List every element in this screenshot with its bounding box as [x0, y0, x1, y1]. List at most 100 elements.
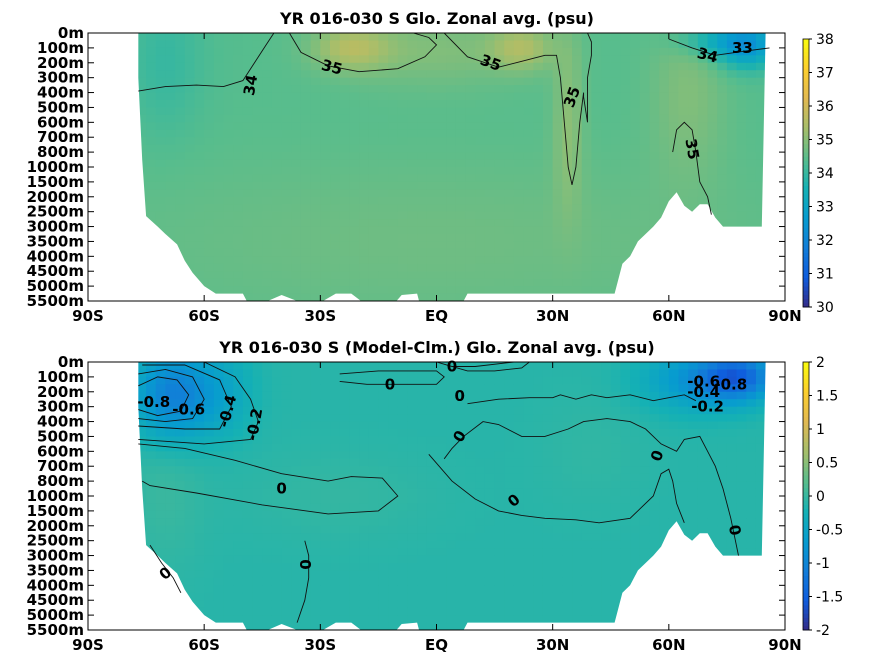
heat-cell — [620, 384, 631, 393]
heat-cell — [678, 159, 689, 168]
heat-cell — [523, 585, 534, 594]
heat-cell — [175, 219, 186, 228]
heat-cell — [300, 77, 312, 86]
heat-cell — [572, 585, 583, 594]
heat-cell — [242, 421, 254, 430]
heat-cell — [291, 62, 302, 71]
heat-cell — [136, 92, 147, 101]
heat-cell — [494, 40, 505, 49]
heat-cell — [407, 488, 418, 497]
heat-cell — [349, 286, 360, 295]
heat-cell — [281, 47, 292, 56]
heat-cell — [252, 429, 263, 438]
heat-cell — [426, 114, 438, 123]
heat-cell — [310, 510, 321, 519]
heat-cell — [620, 144, 631, 153]
heat-cell — [446, 62, 457, 71]
heat-cell — [281, 137, 292, 146]
heat-cell — [601, 510, 612, 519]
heat-cell — [359, 152, 370, 161]
heat-cell — [639, 122, 651, 131]
heat-cell — [417, 219, 428, 228]
heat-cell — [688, 85, 699, 94]
heat-cell — [146, 451, 157, 460]
heat-cell — [601, 159, 612, 168]
heat-cell — [146, 167, 157, 176]
heat-cell — [281, 144, 292, 153]
heat-cell — [707, 92, 718, 101]
heat-cell — [252, 548, 263, 557]
heat-cell — [359, 70, 370, 79]
heat-cell — [397, 286, 409, 295]
heat-cell — [601, 241, 612, 250]
heat-cell — [165, 466, 176, 475]
heat-cell — [475, 570, 486, 579]
heat-cell — [494, 286, 505, 295]
heat-cell — [726, 196, 738, 205]
heat-cell — [349, 369, 360, 378]
heat-cell — [378, 496, 389, 505]
heat-cell — [204, 263, 215, 272]
heat-cell — [620, 510, 631, 519]
colorbar-step — [803, 260, 809, 266]
heat-cell — [562, 219, 573, 228]
heat-cell — [165, 152, 176, 161]
heat-cell — [436, 144, 447, 153]
heat-cell — [475, 466, 486, 475]
heat-cell — [601, 114, 612, 123]
heat-cell — [407, 100, 418, 109]
heat-cell — [242, 196, 254, 205]
heat-cell — [175, 159, 186, 168]
heat-cell — [368, 100, 380, 109]
heat-cell — [242, 518, 254, 527]
heat-cell — [330, 137, 341, 146]
heat-cell — [310, 204, 321, 213]
heat-cell — [223, 263, 234, 272]
heat-cell — [165, 234, 176, 243]
heat-cell — [542, 226, 554, 235]
heat-cell — [368, 577, 380, 586]
heat-cell — [465, 211, 476, 220]
heat-cell — [668, 100, 680, 109]
heat-cell — [213, 362, 225, 371]
heat-cell — [426, 376, 438, 385]
heat-cell — [659, 369, 670, 378]
heat-cell — [184, 77, 196, 86]
heat-cell — [310, 488, 321, 497]
heat-cell — [484, 548, 496, 557]
heat-cell — [475, 577, 486, 586]
heat-cell — [407, 241, 418, 250]
heat-cell — [175, 196, 186, 205]
colorbar-step — [803, 210, 809, 216]
heat-cell — [146, 196, 157, 205]
heat-cell — [688, 129, 699, 138]
heat-cell — [213, 436, 225, 445]
heat-cell — [252, 563, 263, 572]
heat-cell — [736, 167, 747, 176]
heat-cell — [310, 369, 321, 378]
heat-cell — [484, 47, 496, 56]
heat-cell — [349, 256, 360, 265]
heat-cell — [446, 458, 457, 467]
heat-cell — [620, 107, 631, 116]
heat-cell — [620, 540, 631, 549]
heat-cell — [388, 362, 399, 371]
heat-cell — [349, 107, 360, 116]
heat-cell — [359, 369, 370, 378]
heat-cell — [213, 167, 225, 176]
heat-cell — [601, 421, 612, 430]
heat-cell — [465, 189, 476, 198]
heat-cell — [562, 263, 573, 272]
heat-cell — [407, 189, 418, 198]
heat-cell — [562, 481, 573, 490]
heat-cell — [223, 167, 234, 176]
heat-cell — [610, 384, 622, 393]
heat-cell — [378, 226, 389, 235]
heat-cell — [446, 263, 457, 272]
heat-cell — [204, 548, 215, 557]
heat-cell — [591, 196, 602, 205]
heat-cell — [262, 293, 273, 301]
heat-cell — [620, 406, 631, 415]
heat-cell — [175, 152, 186, 161]
heat-cell — [271, 555, 283, 564]
